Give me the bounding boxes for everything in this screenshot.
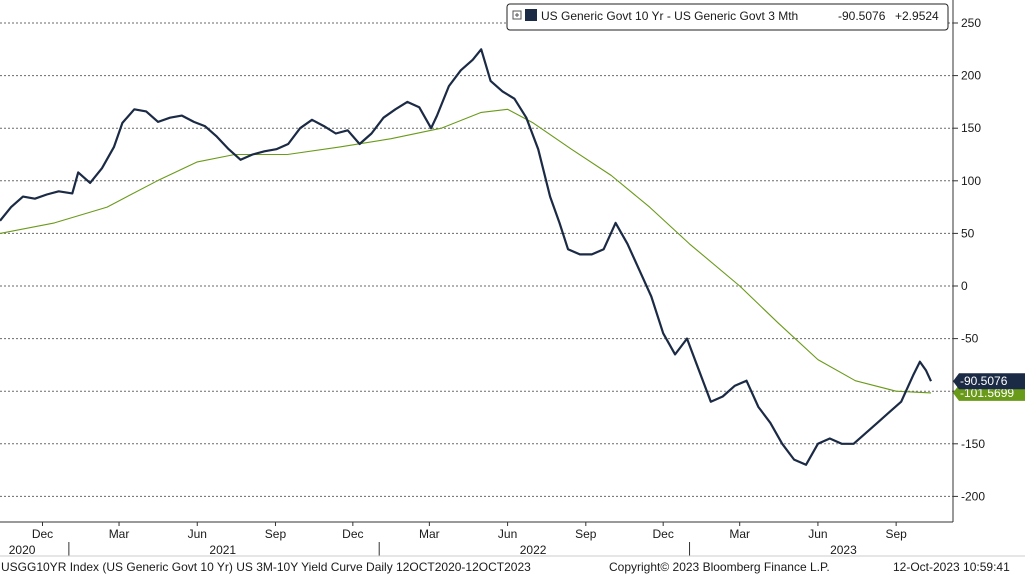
x-month-label: Dec (32, 527, 53, 541)
legend-box[interactable]: US Generic Govt 10 Yr - US Generic Govt … (506, 3, 949, 31)
x-year-label: 2023 (830, 543, 857, 557)
x-month-label: Sep (575, 527, 597, 541)
legend-swatch (525, 9, 537, 21)
spread-series-line (0, 48, 932, 466)
y-tick-label: 150 (961, 121, 981, 135)
y-tick-label: 50 (961, 226, 975, 240)
x-month-label: Jun (808, 527, 827, 541)
x-month-label: Dec (653, 527, 674, 541)
moving-average-line (0, 108, 932, 394)
x-month-label: Jun (498, 527, 517, 541)
gridlines (0, 22, 953, 497)
x-month-label: Jun (188, 527, 207, 541)
last-value-tags: -101.5699-90.5076 (953, 373, 1025, 401)
footer-timestamp: 12-Oct-2023 10:59:41 (893, 560, 1010, 574)
x-month-label: Mar (109, 527, 130, 541)
y-tick-label: 0 (961, 279, 968, 293)
spread-last-value-tag-text: -90.5076 (960, 374, 1008, 388)
legend-series-name: US Generic Govt 10 Yr - US Generic Govt … (541, 9, 798, 23)
x-year-label: 2022 (520, 543, 547, 557)
x-month-label: Mar (419, 527, 440, 541)
x-month-label: Dec (342, 527, 363, 541)
y-tick-label: 250 (961, 16, 981, 30)
moving-average-tag-text: -101.5699 (960, 386, 1014, 400)
footer-copyright: Copyright© 2023 Bloomberg Finance L.P. (609, 560, 830, 574)
y-tick-label: -150 (961, 437, 985, 451)
legend-last-value: -90.5076 (838, 9, 886, 23)
spread-last-value-tag: -90.5076 (953, 373, 1025, 390)
y-axis: 250 200 150 100 50 0 -50 -150 -200 (952, 0, 985, 522)
x-month-label: Mar (729, 527, 750, 541)
x-month-label: Sep (885, 527, 907, 541)
x-axis: Dec Mar Jun Sep Dec Mar Jun Sep Dec Mar Jun Sep 2020… (0, 521, 953, 557)
series-lines (0, 48, 932, 466)
y-tick-label: -200 (961, 489, 985, 503)
legend-change: +2.9524 (895, 9, 939, 23)
footer-description: USGG10YR Index (US Generic Govt 10 Yr) U… (1, 560, 531, 574)
x-month-label: Sep (265, 527, 287, 541)
x-year-label: 2020 (9, 543, 36, 557)
y-tick-label: 100 (961, 174, 981, 188)
x-year-label: 2021 (209, 543, 236, 557)
y-tick-label: 200 (961, 69, 981, 83)
y-tick-label: -50 (961, 332, 979, 346)
